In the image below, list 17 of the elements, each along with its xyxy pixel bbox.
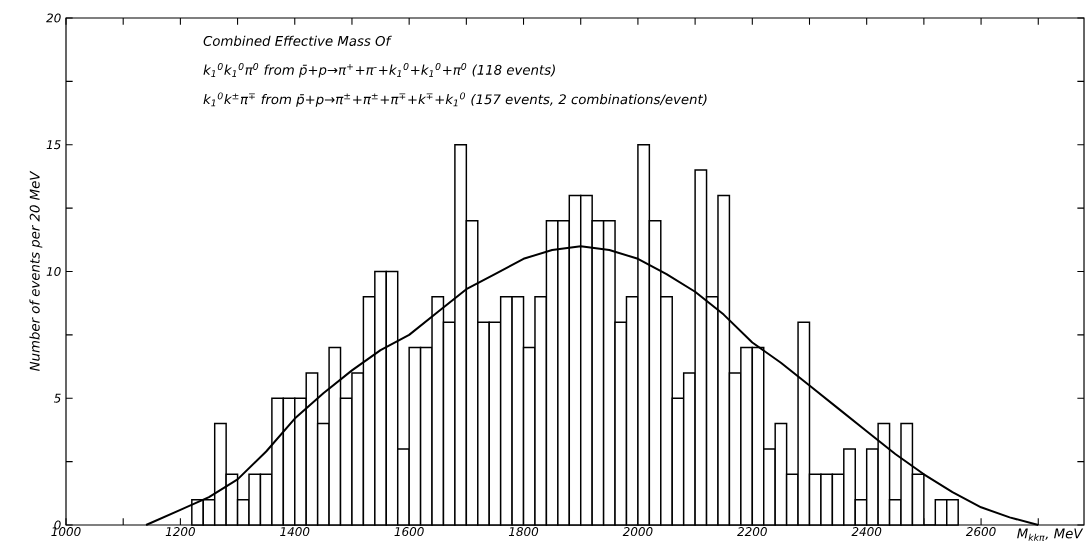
x-tick-label: 1400 <box>280 527 310 537</box>
y-tick-label: 10 <box>46 266 61 277</box>
x-tick-label: 2200 <box>737 527 767 537</box>
text: k$_{1}$$^{0}$k$^{±}$π$^{∓}$ from p̄+p→π$^{±}$+π$^{±}$+π$^{∓}$+k$^{∓}$+k$_{1}$$^{0}$ (157 events, 2 combinations/event) <box>203 92 707 107</box>
y-tick-label: 5 <box>53 393 61 403</box>
x-tick-label: 1200 <box>165 527 195 537</box>
y-tick-label: 20 <box>46 13 61 23</box>
text: Combined Effective Mass Of <box>203 35 392 46</box>
text: k$_{1}$$^{0}$k$_{1}$$^{0}$π$^{0}$ from p̄+p→π$^{+}$+π$^{-}$+k$_{1}$$^{0}$+k$_{1}$$^{0}$+π$^{0}$ (118 events) <box>203 62 555 78</box>
x-tick-label: 1800 <box>508 527 539 537</box>
y-tick-label: 15 <box>46 140 61 150</box>
x-tick-label: 1600 <box>394 527 424 537</box>
x-axis-title: M$_{kkπ}$, MeV <box>1017 528 1084 541</box>
x-tick-label: 2600 <box>965 527 996 537</box>
x-tick-label: 2000 <box>622 527 653 537</box>
y-axis-title: Number of events per 20 MeV <box>29 170 43 371</box>
x-tick-label: 2400 <box>851 527 882 537</box>
